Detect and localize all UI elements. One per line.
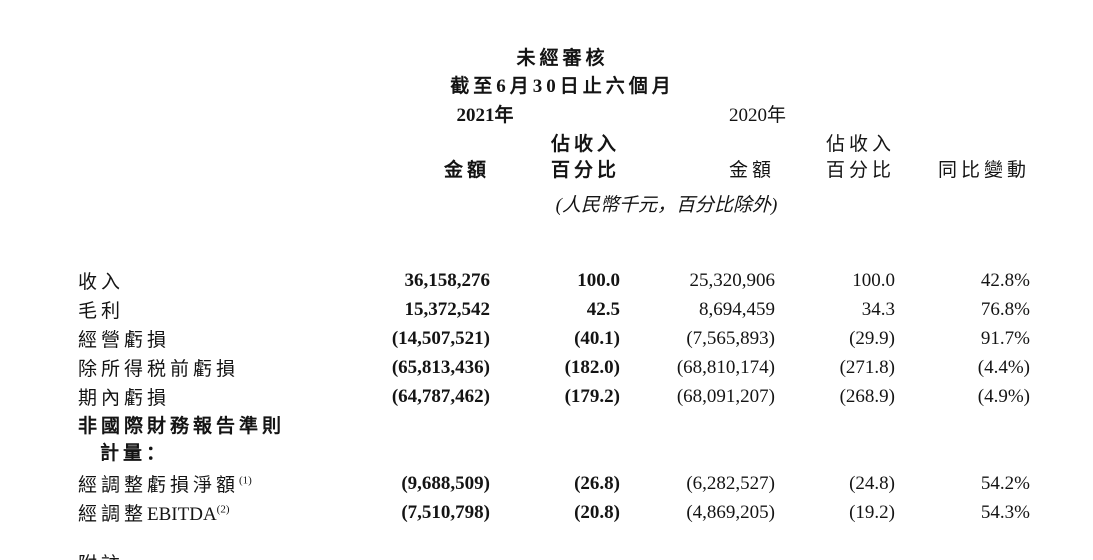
amount-2020-cell: (6,282,527) [686, 472, 775, 494]
pct-2021-cell: 100.0 [577, 269, 620, 291]
amount-2021-cell: (65,813,436) [391, 356, 490, 378]
pct-2021-header-line1: 佔收入 [550, 134, 620, 155]
row-label: 收入 [78, 272, 125, 293]
yoy-cell: 54.2% [980, 472, 1030, 494]
amount-2021-cell: 36,158,276 [404, 269, 491, 291]
row-label: 經調整虧損淨額 [78, 475, 240, 496]
period-title: 截至6月30日止六個月 [450, 75, 675, 97]
row-label: 毛利 [78, 301, 125, 322]
amount-2021-cell: (64,787,462) [391, 385, 490, 407]
yoy-header: 同比變動 [937, 160, 1030, 181]
column-header-row: 金額 佔收入 百分比 金額 佔收入 百分比 同比變動 [78, 128, 1030, 186]
pct-2021-cell: (20.8) [574, 501, 620, 523]
table-row-adjusted-ebitda: 經調整EBITDA(2) (7,510,798) (20.8) (4,869,2… [78, 498, 1030, 527]
row-label-latin: EBITDA [147, 504, 217, 525]
spacer-row [78, 218, 1030, 266]
notes-label: 附註 [78, 549, 124, 560]
amount-2020-cell: (7,565,893) [686, 327, 775, 349]
pct-2020-cell: (24.8) [849, 472, 895, 494]
section-header-row: 非國際財務報告準則 計量： [78, 411, 1030, 469]
pct-2020-cell: 34.3 [861, 298, 895, 320]
yoy-cell: (4.9%) [977, 385, 1030, 407]
yoy-cell: 42.8% [980, 269, 1030, 291]
amount-2020-cell: (68,091,207) [676, 385, 775, 407]
amount-2020-header: 金額 [728, 160, 775, 181]
footnote-marker-2: (2) [216, 503, 230, 516]
pct-2021-cell: (182.0) [564, 356, 620, 378]
table-row-gross-profit: 毛利 15,372,542 42.5 8,694,459 34.3 76.8% [78, 295, 1030, 324]
yoy-cell: 91.7% [980, 327, 1030, 349]
amount-2021-cell: 15,372,542 [404, 298, 491, 320]
amount-2021-cell: (14,507,521) [391, 327, 490, 349]
row-label: 期內虧損 [78, 388, 171, 409]
pct-2021-cell: 42.5 [586, 298, 620, 320]
year-2021-header: 2021年 [456, 104, 514, 126]
pct-2021-header-line2: 百分比 [550, 160, 620, 181]
amount-2020-cell: 8,694,459 [699, 298, 775, 320]
amount-2020-cell: (68,810,174) [676, 356, 775, 378]
pct-2020-cell: (271.8) [839, 356, 895, 378]
financial-table: 未經審核 截至6月30日止六個月 2021年 2020年 金額 佔收入 百分比 … [78, 42, 1030, 527]
table-row-revenue: 收入 36,158,276 100.0 25,320,906 100.0 42.… [78, 266, 1030, 295]
section-label-line2: 計量： [100, 443, 170, 464]
pct-2021-cell: (40.1) [574, 327, 620, 349]
pct-2020-cell: 100.0 [852, 269, 895, 291]
table-row-operating-loss: 經營虧損 (14,507,521) (40.1) (7,565,893) (29… [78, 324, 1030, 353]
amount-2020-cell: 25,320,906 [689, 269, 776, 291]
yoy-cell: (4.4%) [977, 356, 1030, 378]
row-label: 除所得税前虧損 [78, 359, 240, 380]
table-row-loss-for-period: 期內虧損 (64,787,462) (179.2) (68,091,207) (… [78, 382, 1030, 411]
yoy-cell: 54.3% [980, 501, 1030, 523]
pct-2020-header-line1: 佔收入 [825, 134, 895, 155]
year-header-row: 2021年 2020年 [78, 98, 1030, 128]
row-label: 經調整 [78, 504, 148, 525]
amount-2020-cell: (4,869,205) [686, 501, 775, 523]
pct-2020-cell: (19.2) [849, 501, 895, 523]
footnote-marker-1: (1) [239, 474, 252, 487]
amount-2021-header: 金額 [443, 160, 490, 181]
table-period-row: 截至6月30日止六個月 [78, 70, 1030, 98]
amount-2021-cell: (7,510,798) [401, 501, 490, 523]
year-2020-header: 2020年 [728, 104, 786, 126]
row-label: 經營虧損 [78, 330, 171, 351]
pct-2020-cell: (268.9) [839, 385, 895, 407]
pct-2020-header-line2: 百分比 [825, 160, 895, 181]
pct-2021-cell: (179.2) [564, 385, 620, 407]
pct-2020-cell: (29.9) [849, 327, 895, 349]
unit-note: (人民幣千元，百分比除外) [555, 195, 778, 216]
table-row-adjusted-net-loss: 經調整虧損淨額(1) (9,688,509) (26.8) (6,282,527… [78, 469, 1030, 498]
unit-note-row: (人民幣千元，百分比除外) [78, 186, 1030, 218]
amount-2021-cell: (9,688,509) [401, 472, 490, 494]
unaudited-title: 未經審核 [516, 47, 609, 69]
yoy-cell: 76.8% [980, 298, 1030, 320]
pct-2021-cell: (26.8) [574, 472, 620, 494]
table-title-row: 未經審核 [78, 42, 1030, 70]
section-label-line1: 非國際財務報告準則 [78, 416, 286, 437]
table-row-loss-before-tax: 除所得税前虧損 (65,813,436) (182.0) (68,810,174… [78, 353, 1030, 382]
